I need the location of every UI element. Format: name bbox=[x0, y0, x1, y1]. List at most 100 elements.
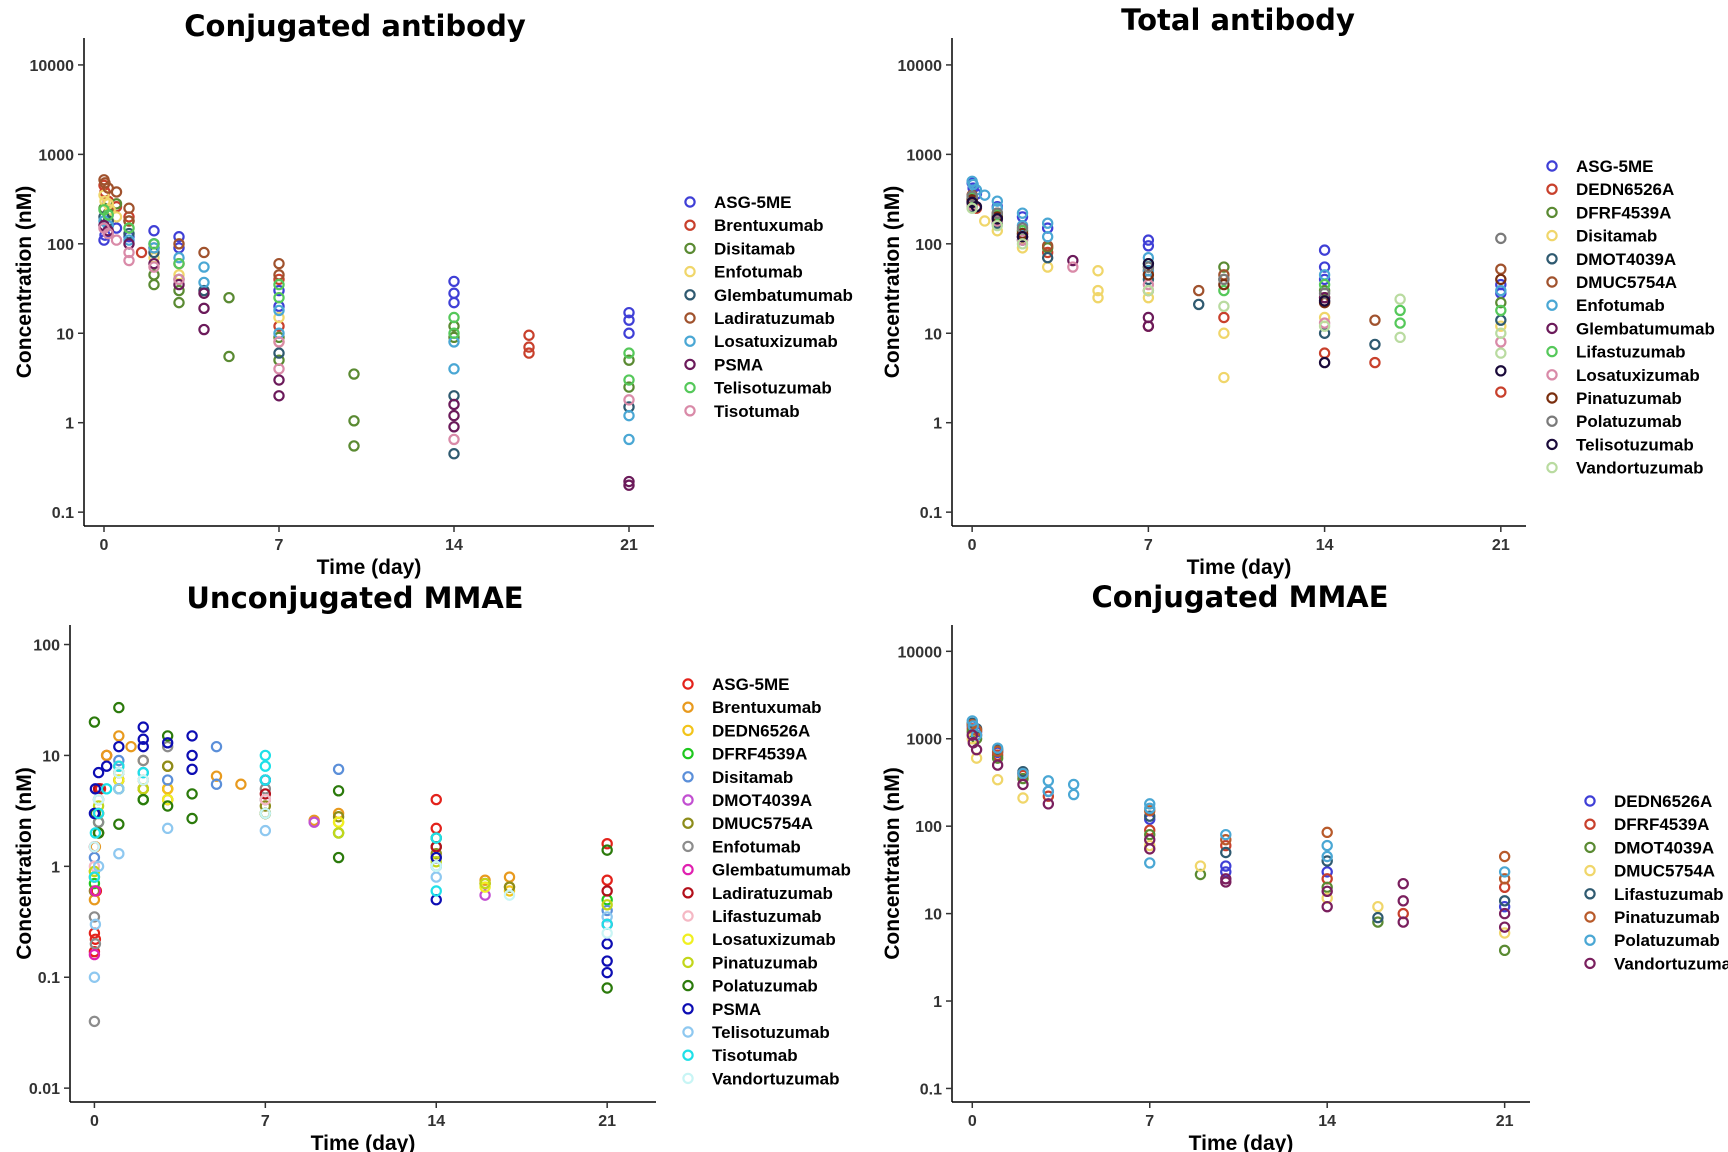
data-point bbox=[430, 860, 442, 873]
data-point bbox=[1016, 207, 1029, 219]
series-lifastuzumab bbox=[966, 191, 1507, 329]
data-point bbox=[148, 225, 160, 237]
data-point bbox=[89, 885, 102, 897]
data-point bbox=[1218, 300, 1230, 313]
data-point bbox=[623, 409, 635, 422]
data-point bbox=[1193, 298, 1205, 311]
data-point bbox=[1220, 839, 1232, 852]
data-point bbox=[161, 800, 174, 812]
data-point bbox=[198, 246, 210, 259]
data-point bbox=[1218, 278, 1230, 291]
data-point bbox=[332, 816, 345, 828]
y-axis-label: Concentration (nM) bbox=[13, 186, 36, 378]
legend-entry: ASG-5ME bbox=[712, 675, 789, 694]
data-point bbox=[1017, 792, 1029, 804]
data-point bbox=[1016, 238, 1029, 250]
data-point bbox=[623, 433, 635, 446]
legend-entry: DEDN6526A bbox=[1576, 180, 1674, 199]
data-point bbox=[1144, 798, 1156, 810]
data-point bbox=[448, 433, 460, 446]
data-point bbox=[123, 202, 135, 214]
data-point bbox=[1017, 772, 1029, 785]
data-point bbox=[123, 246, 135, 259]
data-point bbox=[88, 877, 101, 890]
series-polatuzumab bbox=[966, 190, 1507, 299]
x-tick-label: 21 bbox=[598, 1113, 616, 1130]
data-point bbox=[1193, 284, 1205, 297]
data-point bbox=[601, 874, 613, 886]
data-point bbox=[89, 933, 102, 945]
y-tick-label: 1 bbox=[51, 859, 60, 876]
data-point bbox=[89, 938, 102, 950]
series-tisotumab bbox=[88, 749, 613, 931]
legend-entry: Polatuzumab bbox=[1576, 412, 1682, 431]
data-point bbox=[89, 827, 102, 839]
legend-marker bbox=[684, 335, 696, 347]
data-point bbox=[186, 730, 198, 742]
legend-marker bbox=[684, 196, 696, 208]
data-point bbox=[210, 778, 223, 790]
legend-marker bbox=[1546, 438, 1558, 451]
series-dfrf4539a bbox=[966, 723, 1511, 920]
y-tick-label: 10 bbox=[42, 748, 60, 765]
legend-marker bbox=[682, 863, 694, 876]
legend-marker bbox=[684, 405, 696, 417]
data-point bbox=[479, 889, 491, 901]
x-tick-label: 14 bbox=[427, 1113, 445, 1130]
data-point bbox=[1318, 287, 1331, 299]
data-point bbox=[1495, 273, 1507, 286]
legend-entry: Telisotuzumab bbox=[1576, 435, 1694, 454]
legend-marker bbox=[684, 358, 696, 371]
y-tick-label: 10 bbox=[924, 326, 942, 343]
data-point bbox=[137, 733, 149, 745]
data-point bbox=[601, 982, 613, 994]
data-point bbox=[1017, 778, 1029, 791]
data-point bbox=[430, 885, 442, 897]
data-point bbox=[1142, 269, 1155, 281]
data-point bbox=[1321, 885, 1333, 897]
series-vandortuzumab bbox=[966, 202, 1507, 359]
data-point bbox=[186, 763, 198, 775]
data-point bbox=[161, 740, 174, 753]
legend-entry: DFRF4539A bbox=[1576, 203, 1671, 222]
y-tick-label: 1000 bbox=[906, 147, 942, 164]
data-point bbox=[1218, 371, 1230, 384]
data-point bbox=[259, 793, 272, 806]
data-point bbox=[92, 766, 105, 779]
legend-entry: Telisotuzumab bbox=[712, 1023, 830, 1042]
data-point bbox=[1142, 240, 1155, 252]
data-point bbox=[1220, 876, 1232, 888]
x-tick-label: 14 bbox=[1318, 1113, 1336, 1130]
data-point bbox=[273, 347, 285, 359]
legend-entry: DFRF4539A bbox=[1614, 815, 1709, 834]
chart-title: Conjugated antibody bbox=[184, 9, 526, 43]
data-point bbox=[970, 743, 983, 756]
series-dmot4039a bbox=[966, 726, 1511, 957]
data-point bbox=[479, 877, 491, 890]
data-point bbox=[259, 749, 272, 762]
y-axis-label: Concentration (nM) bbox=[881, 767, 904, 959]
data-point bbox=[259, 800, 272, 812]
data-point bbox=[223, 350, 235, 363]
legend-entry: DMOT4039A bbox=[1614, 838, 1714, 857]
data-point bbox=[479, 881, 491, 893]
data-point bbox=[1318, 347, 1331, 359]
data-point bbox=[991, 742, 1004, 754]
legend-entry: Disitamab bbox=[714, 239, 795, 258]
data-point bbox=[161, 760, 174, 772]
data-point bbox=[1394, 293, 1406, 305]
data-point bbox=[273, 390, 285, 402]
data-point bbox=[332, 811, 345, 823]
y-tick-label: 10000 bbox=[898, 58, 943, 75]
data-point bbox=[1042, 785, 1055, 798]
data-point bbox=[110, 186, 123, 198]
data-point bbox=[89, 918, 102, 931]
data-point bbox=[173, 296, 185, 309]
data-point bbox=[92, 860, 105, 873]
data-point bbox=[601, 955, 613, 967]
data-point bbox=[113, 818, 125, 830]
data-point bbox=[1318, 244, 1331, 256]
legend-marker bbox=[682, 979, 694, 992]
data-point bbox=[102, 209, 114, 221]
